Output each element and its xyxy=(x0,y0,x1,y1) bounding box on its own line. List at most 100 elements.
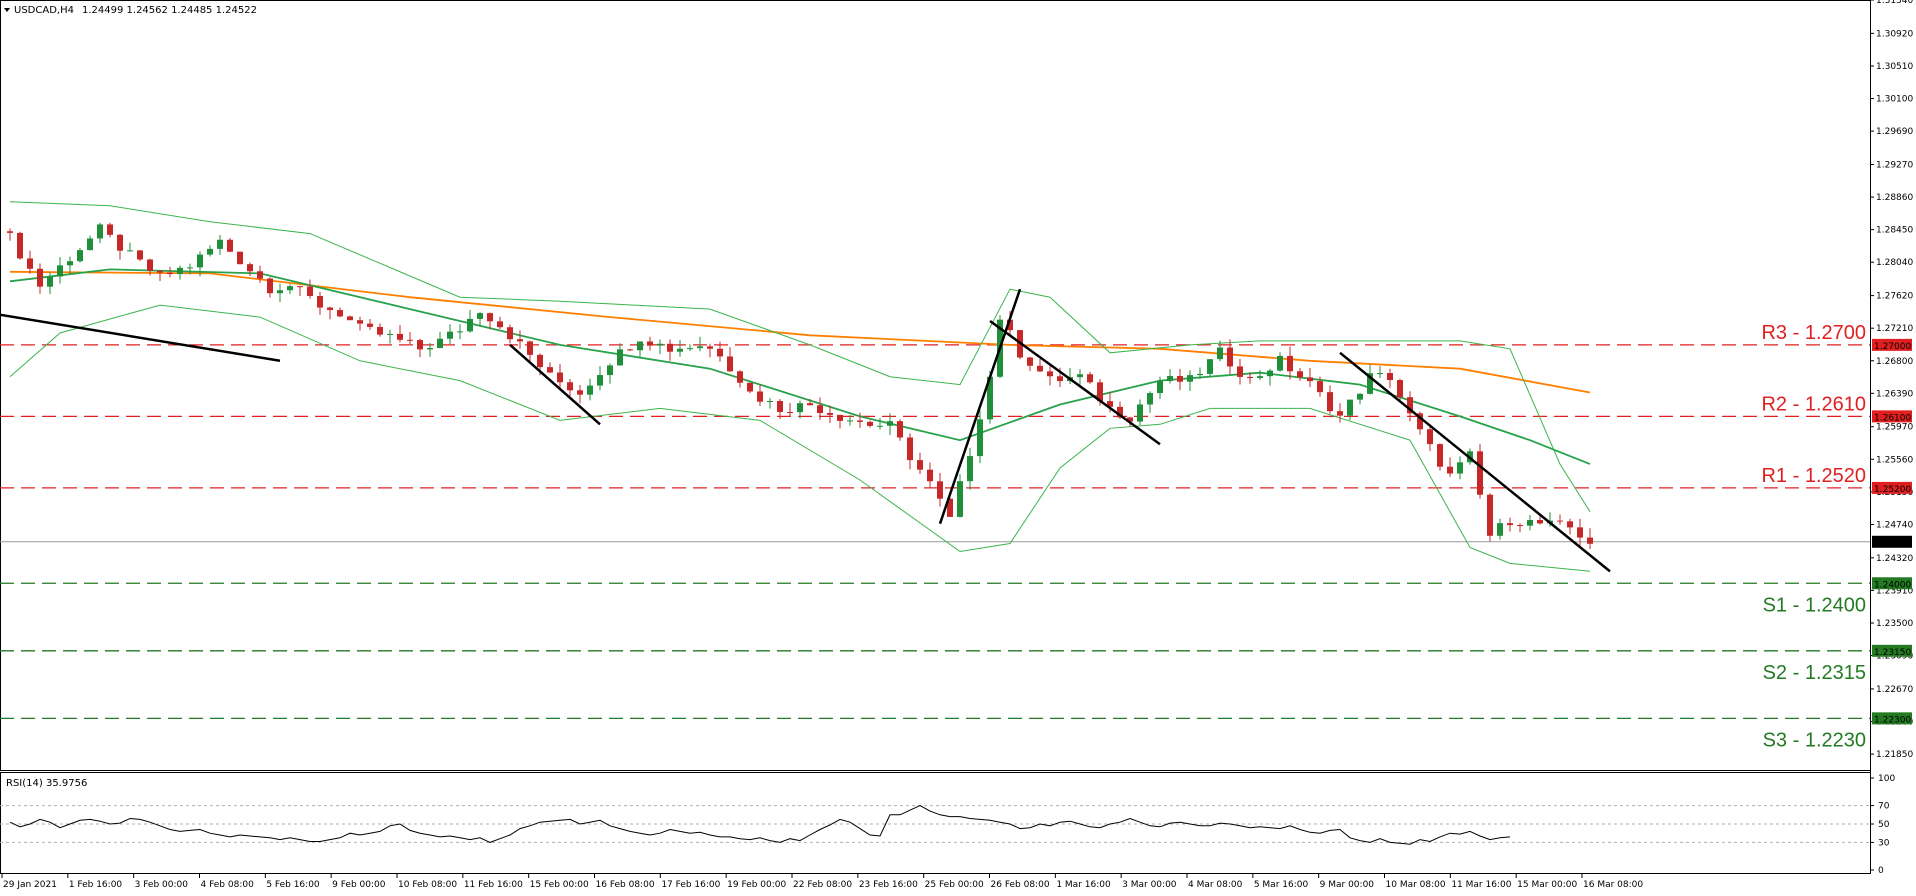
candle-bull xyxy=(437,338,443,349)
candle-bull xyxy=(447,331,453,339)
time-axis: 29 Jan 2021 1 Feb 16:00 3 Feb 00:00 4 Feb 0… xyxy=(1,874,1643,890)
candle-bear xyxy=(837,414,843,421)
candle-bull xyxy=(1277,355,1283,371)
candle-bear xyxy=(1307,377,1313,382)
dropdown-triangle-icon[interactable] xyxy=(4,8,10,12)
price-tick-label: 1.23500 xyxy=(1876,619,1913,629)
level-label-support: S3 - 1.2230 xyxy=(1763,729,1866,751)
price-tick-label: 1.28450 xyxy=(1876,226,1913,236)
candle-bear xyxy=(227,239,233,252)
candle-bear xyxy=(1247,376,1253,379)
candle-bear xyxy=(1487,494,1493,536)
candle-bear xyxy=(1427,429,1433,445)
candle-bull xyxy=(287,286,293,291)
candle-bull xyxy=(687,348,693,350)
candle-bear xyxy=(737,371,743,383)
price-tick-label: 1.30100 xyxy=(1876,95,1913,105)
candle-bear xyxy=(297,286,303,288)
candle-bull xyxy=(1217,347,1223,360)
candle-bull xyxy=(767,400,773,402)
candle-bear xyxy=(347,316,353,321)
level-label-resistance: R2 - 1.2610 xyxy=(1761,393,1866,415)
candle-bear xyxy=(917,460,923,470)
level-label-resistance: R1 - 1.2520 xyxy=(1761,465,1866,487)
candle-bear xyxy=(1107,401,1113,407)
candle-bear xyxy=(397,333,403,340)
time-tick-label: 11 Mar 16:00 xyxy=(1451,880,1511,890)
candle-bull xyxy=(467,318,473,332)
candle-bull xyxy=(1257,376,1263,379)
level-price-tag xyxy=(1872,712,1912,725)
candle-bull xyxy=(207,248,213,255)
candle-bear xyxy=(1297,371,1303,378)
time-tick-label: 5 Feb 16:00 xyxy=(266,880,320,890)
candle-bear xyxy=(807,403,813,406)
candle-bear xyxy=(707,346,713,349)
candle-bear xyxy=(1037,365,1043,372)
time-tick-label: 29 Jan 2021 xyxy=(3,880,57,890)
candle-bear xyxy=(937,481,943,499)
ohlc-readout: 1.24499 1.24562 1.24485 1.24522 xyxy=(82,5,257,16)
candle-bear xyxy=(727,356,733,372)
candle-bear xyxy=(137,250,143,260)
candle-bull xyxy=(1077,374,1083,378)
candle-bear xyxy=(157,270,163,273)
price-tick-label: 1.30920 xyxy=(1876,29,1913,39)
price-tick-label: 1.28040 xyxy=(1876,258,1913,268)
candle-bull xyxy=(217,239,223,249)
candle-bear xyxy=(497,321,503,328)
candle-bull xyxy=(1377,373,1383,375)
candle-bear xyxy=(507,327,513,340)
level-label-support: S2 - 1.2315 xyxy=(1763,662,1866,684)
level-price-tag-text: 1.22300 xyxy=(1874,715,1911,725)
time-tick-label: 3 Mar 00:00 xyxy=(1122,880,1177,890)
candle-bull xyxy=(1137,404,1143,422)
candle-bear xyxy=(1327,392,1333,412)
candle-bull xyxy=(1527,520,1533,526)
candle-bear xyxy=(927,469,933,482)
candle-bull xyxy=(1167,375,1173,381)
candle-bear xyxy=(1287,355,1293,372)
candle-bear xyxy=(827,413,833,415)
candle-bull xyxy=(617,349,623,366)
price-tick-label: 1.27620 xyxy=(1876,292,1913,302)
candle-bull xyxy=(477,313,483,319)
candle-bear xyxy=(1587,537,1593,544)
price-tick-label: 1.31340 xyxy=(1876,0,1913,6)
time-tick-label: 26 Feb 08:00 xyxy=(991,880,1050,890)
time-tick-label: 3 Feb 00:00 xyxy=(135,880,189,890)
candle-bull xyxy=(1187,375,1193,382)
candle-bear xyxy=(7,231,13,233)
candle-bull xyxy=(67,261,73,266)
candle-bear xyxy=(237,251,243,265)
candle-bear xyxy=(1087,374,1093,383)
time-tick-label: 1 Feb 16:00 xyxy=(69,880,123,890)
candle-bear xyxy=(1567,521,1573,528)
level-price-tag-text: 1.23150 xyxy=(1874,648,1911,658)
time-tick-label: 23 Feb 16:00 xyxy=(859,880,918,890)
candle-bear xyxy=(1057,376,1063,382)
time-tick-label: 5 Mar 16:00 xyxy=(1254,880,1309,890)
candle-bear xyxy=(547,367,553,373)
candle-bear xyxy=(327,307,333,311)
candle-bear xyxy=(147,259,153,271)
candle-bear xyxy=(537,354,543,368)
candle-bear xyxy=(717,348,723,357)
candle-bear xyxy=(747,382,753,392)
candle-bear xyxy=(317,296,323,308)
candle-bear xyxy=(117,234,123,251)
candle-bull xyxy=(97,224,103,239)
candle-bear xyxy=(1097,382,1103,402)
candle-bear xyxy=(757,391,763,402)
price-tick-label: 1.30510 xyxy=(1876,62,1913,72)
time-tick-label: 16 Mar 08:00 xyxy=(1583,880,1643,890)
candle-bear xyxy=(1517,525,1523,527)
candle-bear xyxy=(567,382,573,391)
price-tick-label: 1.25560 xyxy=(1876,455,1913,465)
candle-bear xyxy=(557,372,563,383)
candle-bear xyxy=(1477,451,1483,495)
candle-bear xyxy=(1117,406,1123,418)
candle-bear xyxy=(407,339,413,341)
candle-bear xyxy=(267,278,273,294)
